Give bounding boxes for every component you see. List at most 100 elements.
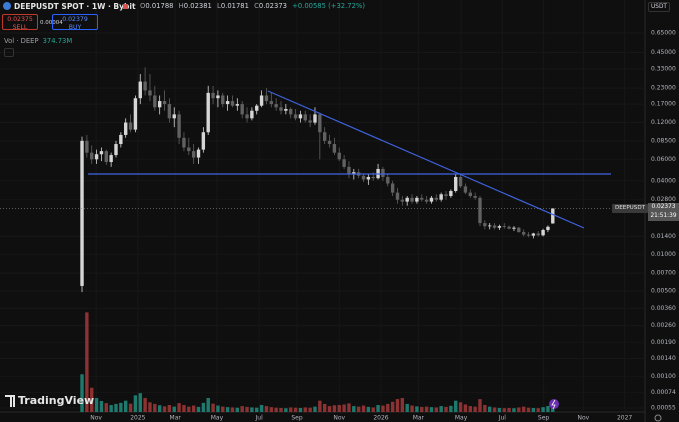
y-tick-label: 0.00500 <box>651 288 676 295</box>
volume-bar <box>308 407 312 412</box>
candle-body <box>507 226 511 229</box>
settings-icon[interactable] <box>654 414 662 422</box>
sell-price: 0.02375 <box>7 16 33 23</box>
volume-bar <box>264 406 269 412</box>
volume-bar <box>279 407 283 412</box>
volume-bar <box>318 400 322 412</box>
sell-label: SELL <box>12 23 28 31</box>
candle-body <box>177 114 181 138</box>
volume-bar <box>298 407 303 412</box>
volume-bar <box>400 398 405 412</box>
x-tick-label: May <box>211 415 224 422</box>
bar-countdown: 21:51:39 <box>650 212 677 219</box>
candle-body <box>366 176 371 180</box>
candle-body <box>487 225 492 227</box>
sell-button[interactable]: 0.02375 SELL <box>2 14 38 31</box>
candle-body <box>264 95 269 102</box>
volume-bar <box>284 408 288 412</box>
x-tick-label: Sep <box>538 415 550 422</box>
volume-bar <box>94 398 99 412</box>
volume-bar <box>250 407 254 412</box>
candle-body <box>240 104 244 115</box>
candle-body <box>502 226 506 227</box>
candle-body <box>104 151 108 163</box>
volume-bar <box>230 407 235 412</box>
volume-bar <box>191 405 196 412</box>
buy-label: BUY <box>68 23 82 31</box>
volume-bar <box>245 406 249 412</box>
candle-body <box>420 197 424 200</box>
market-status[interactable] <box>123 4 128 9</box>
volume-bar <box>468 406 472 412</box>
candle-body <box>259 95 264 106</box>
y-tick-label: 0.65000 <box>651 30 676 37</box>
candle-body <box>458 176 463 187</box>
symbol-title[interactable]: DEEPUSDT SPOT · 1W · Bybit <box>14 2 136 11</box>
candle-body <box>284 108 288 111</box>
buy-button[interactable]: 0.02379 BUY <box>52 14 98 31</box>
candle-body <box>148 90 152 96</box>
y-tick-label: 0.45000 <box>651 49 676 56</box>
brand: TradingView <box>4 394 94 407</box>
volume-bar <box>289 407 293 412</box>
y-tick-label: 0.00190 <box>651 339 676 346</box>
event-marker[interactable] <box>549 399 559 409</box>
x-tick-label: Sep <box>291 415 303 422</box>
candle-body <box>381 168 385 177</box>
candle-body <box>255 105 259 111</box>
candle-body <box>109 155 113 163</box>
spread: 0.00004 <box>40 20 63 26</box>
collapse-button[interactable] <box>4 48 14 57</box>
candle-body <box>400 199 405 202</box>
candle-body <box>298 114 303 119</box>
symbol-logo <box>3 2 11 10</box>
legend-value: 0.02381 <box>183 2 212 10</box>
volume-bar <box>376 405 380 412</box>
volume-bar <box>124 400 128 412</box>
volume-bar <box>274 407 278 412</box>
current-price-box: 0.02373 21:51:39 <box>648 203 679 222</box>
candle-body <box>492 225 497 228</box>
volume-bar <box>415 406 419 412</box>
candle-body <box>221 95 225 105</box>
volume-bar <box>381 405 385 412</box>
currency-button[interactable]: USDT <box>648 2 670 12</box>
volume-bar <box>332 405 337 412</box>
candle-body <box>434 197 439 200</box>
candle-body <box>119 134 123 145</box>
volume-bar <box>240 406 244 412</box>
candle-body <box>526 234 531 236</box>
y-tick-label: 0.01000 <box>651 251 676 258</box>
volume-bar <box>521 406 526 412</box>
candle-body <box>191 151 196 158</box>
volume-bar <box>463 404 468 412</box>
x-tick-label: 2025 <box>130 415 145 422</box>
volume-bar <box>347 403 351 412</box>
candle-body <box>303 114 307 121</box>
header: DEEPUSDT SPOT · 1W · Bybit O0.01788 H0.0… <box>0 0 679 60</box>
candle-body <box>128 122 133 130</box>
candle-body <box>405 197 409 202</box>
volume-bar <box>293 407 298 412</box>
candle-body <box>80 140 84 286</box>
volume-bar <box>536 408 540 412</box>
volume-bar <box>259 405 264 412</box>
x-tick-label: May <box>455 415 468 422</box>
candle-body <box>308 120 312 123</box>
candle-body <box>395 192 400 200</box>
candle-body <box>289 108 293 115</box>
volume-bar <box>390 401 395 412</box>
volume-bar <box>483 405 487 412</box>
y-tick-label: 0.23000 <box>651 85 676 92</box>
legend-change: +0.00585 (+32.72%) <box>292 2 366 10</box>
volume-bar <box>182 405 186 412</box>
volume-bar <box>507 407 511 412</box>
volume-bar <box>497 407 502 412</box>
candle-body <box>478 197 482 224</box>
x-tick-label: Mar <box>170 415 182 422</box>
trend-line[interactable] <box>267 90 585 229</box>
candle-body <box>90 152 94 160</box>
grid <box>0 0 645 412</box>
candle-body <box>153 95 157 108</box>
volume-bar <box>473 406 477 412</box>
